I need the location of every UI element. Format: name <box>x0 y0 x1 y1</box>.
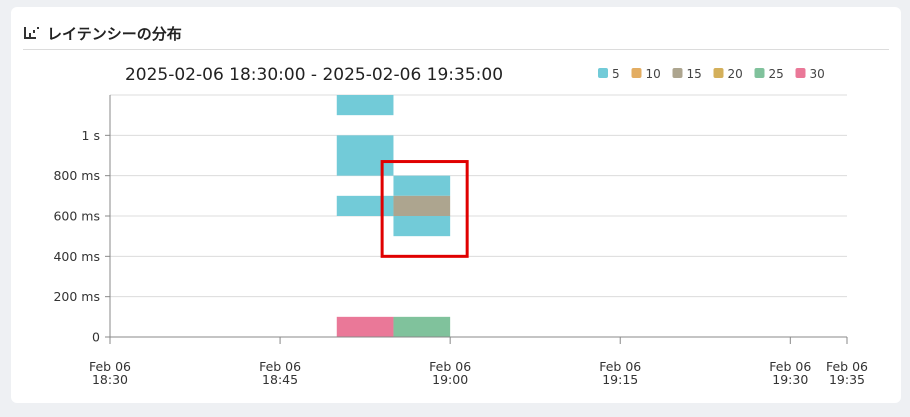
heatmap-cell[interactable] <box>336 135 394 176</box>
x-tick-time: 18:45 <box>262 372 298 387</box>
legend-label: 25 <box>769 67 784 81</box>
x-tick-date: Feb 06 <box>826 359 868 374</box>
legend-item-20[interactable]: 20 <box>713 67 743 81</box>
legend-swatch <box>795 68 806 78</box>
panel-header: レイテンシーの分布 <box>23 21 889 45</box>
panel-title: レイテンシーの分布 <box>47 24 182 43</box>
heatmap-cell[interactable] <box>393 316 451 337</box>
legend-swatch <box>713 68 724 78</box>
chart-legend: 5 10 15 20 25 30 <box>598 67 825 81</box>
y-tick-label: 600 ms <box>53 209 100 224</box>
x-tick-time: 19:30 <box>772 372 808 387</box>
y-tick-label: 0 <box>92 330 100 345</box>
legend-item-10[interactable]: 10 <box>631 67 661 81</box>
x-tick-date: Feb 06 <box>89 359 131 374</box>
legend-label: 30 <box>810 67 825 81</box>
heatmap-cells <box>336 95 451 337</box>
heatmap-cell[interactable] <box>336 316 394 337</box>
y-tick-label: 800 ms <box>53 168 100 183</box>
y-axis-ticks: 0 200 ms 400 ms 600 ms 800 ms 1 s <box>53 128 110 345</box>
y-tick-label: 200 ms <box>53 289 100 304</box>
x-tick-time: 19:15 <box>602 372 638 387</box>
highlight-box <box>380 160 469 258</box>
heatmap-cell[interactable] <box>393 195 451 216</box>
x-tick-time: 18:30 <box>92 372 128 387</box>
legend-item-25[interactable]: 25 <box>754 67 784 81</box>
x-tick-date: Feb 06 <box>769 359 811 374</box>
heatmap-cell[interactable] <box>393 175 451 196</box>
y-tick-label: 400 ms <box>53 249 100 264</box>
legend-swatch <box>672 68 683 78</box>
legend-swatch <box>598 68 608 78</box>
legend-label: 10 <box>646 67 661 81</box>
chart-grid <box>110 94 847 298</box>
highlight-box-layer <box>380 160 469 258</box>
x-tick-date: Feb 06 <box>259 359 301 374</box>
legend-swatch <box>754 68 765 78</box>
legend-item-5[interactable]: 5 <box>598 67 620 81</box>
legend-label: 15 <box>687 67 702 81</box>
x-tick-date: Feb 06 <box>599 359 641 374</box>
header-divider <box>23 49 889 50</box>
legend-item-30[interactable]: 30 <box>795 67 825 81</box>
legend-label: 20 <box>728 67 743 81</box>
legend-swatch <box>631 68 642 78</box>
x-tick-date: Feb 06 <box>429 359 471 374</box>
x-tick-time: 19:35 <box>829 372 865 387</box>
heatmap-cell[interactable] <box>393 216 451 237</box>
y-tick-label: 1 s <box>82 128 100 143</box>
legend-label: 5 <box>612 67 620 81</box>
heatmap-cell[interactable] <box>336 95 394 116</box>
histogram-icon <box>24 27 39 39</box>
x-tick-time: 19:00 <box>432 372 468 387</box>
heatmap-cell[interactable] <box>336 195 394 216</box>
legend-item-15[interactable]: 15 <box>672 67 702 81</box>
chart-title: 2025-02-06 18:30:00 - 2025-02-06 19:35:0… <box>125 65 503 85</box>
